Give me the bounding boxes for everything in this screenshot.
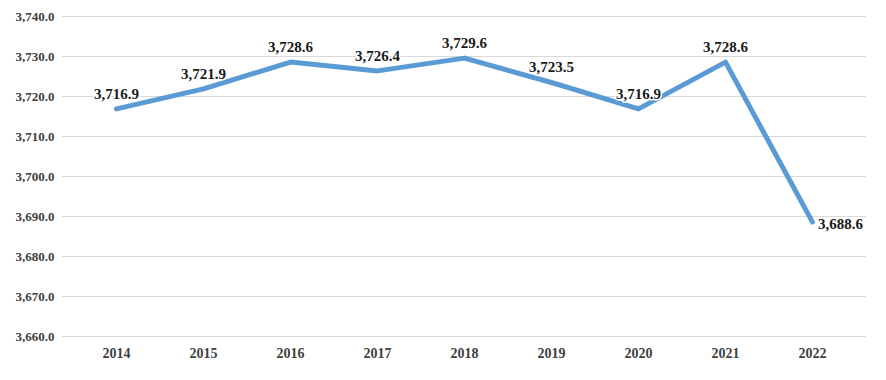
svg-text:2014: 2014 [103, 346, 131, 361]
svg-text:3,670.0: 3,670.0 [16, 289, 55, 304]
svg-text:2020: 2020 [625, 346, 653, 361]
svg-text:3,660.0: 3,660.0 [16, 329, 55, 344]
svg-text:2018: 2018 [451, 346, 479, 361]
svg-text:3,710.0: 3,710.0 [16, 129, 55, 144]
svg-text:2022: 2022 [799, 346, 827, 361]
svg-text:3,688.6: 3,688.6 [818, 216, 864, 232]
svg-text:3,690.0: 3,690.0 [16, 209, 55, 224]
svg-text:3,729.6: 3,729.6 [442, 35, 488, 51]
svg-text:3,728.6: 3,728.6 [268, 39, 314, 55]
svg-text:2021: 2021 [712, 346, 740, 361]
svg-text:3,716.9: 3,716.9 [94, 86, 139, 102]
svg-text:3,740.0: 3,740.0 [16, 9, 55, 24]
svg-text:3,730.0: 3,730.0 [16, 49, 55, 64]
svg-text:3,716.9: 3,716.9 [616, 86, 661, 102]
svg-text:3,726.4: 3,726.4 [355, 48, 401, 64]
svg-text:3,728.6: 3,728.6 [703, 39, 749, 55]
svg-text:2015: 2015 [190, 346, 218, 361]
svg-text:3,723.5: 3,723.5 [529, 59, 574, 75]
svg-text:3,680.0: 3,680.0 [16, 249, 55, 264]
svg-text:3,721.9: 3,721.9 [181, 66, 226, 82]
svg-text:3,720.0: 3,720.0 [16, 89, 55, 104]
svg-text:2017: 2017 [364, 346, 392, 361]
svg-text:2019: 2019 [538, 346, 566, 361]
svg-text:2016: 2016 [277, 346, 305, 361]
svg-text:3,700.0: 3,700.0 [16, 169, 55, 184]
